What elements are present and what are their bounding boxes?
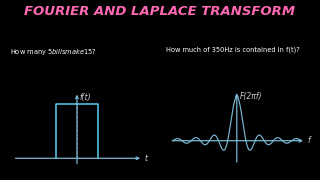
Text: FOURIER AND LAPLACE TRANSFORM: FOURIER AND LAPLACE TRANSFORM [25,5,295,18]
Text: $f(t)$: $f(t)$ [233,59,247,71]
Text: How much of 350Hz is contained in f(t)?: How much of 350Hz is contained in f(t)? [166,47,300,53]
Text: 15/5 = 3: 15/5 = 3 [52,65,95,75]
Text: f: f [307,136,310,145]
Text: F(2πf): F(2πf) [239,92,262,101]
Text: f(t): f(t) [79,93,91,102]
Text: t: t [144,154,147,163]
Text: How many $5 bills make $15?: How many $5 bills make $15? [10,47,96,57]
Text: $e^{j(2\pi 350)t}$: $e^{j(2\pi 350)t}$ [225,73,255,84]
